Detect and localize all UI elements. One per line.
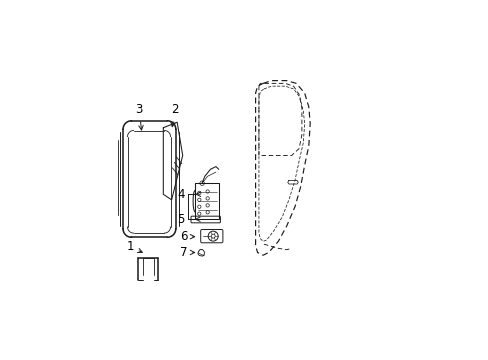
Text: 6: 6 bbox=[180, 230, 194, 243]
Text: 7: 7 bbox=[180, 246, 194, 259]
Text: 5: 5 bbox=[177, 213, 184, 226]
Text: 2: 2 bbox=[170, 103, 179, 127]
Text: 1: 1 bbox=[126, 240, 142, 253]
Text: 4: 4 bbox=[177, 188, 184, 201]
Text: 3: 3 bbox=[135, 103, 143, 130]
